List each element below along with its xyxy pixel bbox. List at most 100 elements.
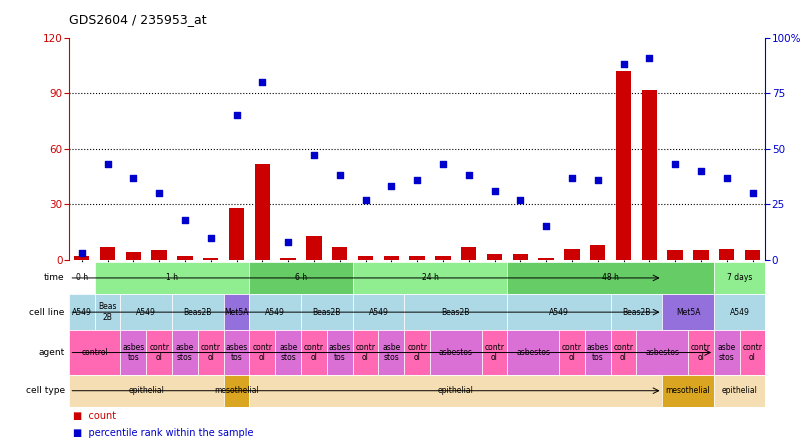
Bar [224, 330, 249, 375]
Text: Beas
2B: Beas 2B [98, 302, 117, 322]
Text: mesothelial: mesothelial [214, 386, 259, 395]
Bar [151, 250, 167, 260]
Bar [642, 90, 657, 260]
Bar [719, 249, 735, 260]
Bar [688, 330, 714, 375]
Text: epithelial: epithelial [438, 386, 474, 395]
Bar [121, 294, 172, 330]
Text: mesothelial: mesothelial [666, 386, 710, 395]
Text: asbe
stos: asbe stos [382, 343, 400, 362]
Point [669, 161, 682, 168]
Text: 1 h: 1 h [166, 274, 178, 282]
Text: contr
ol: contr ol [743, 343, 762, 362]
Point [539, 223, 552, 230]
Bar [745, 250, 761, 260]
Text: asbestos: asbestos [439, 348, 473, 357]
Point [256, 79, 269, 86]
Bar [667, 250, 683, 260]
Text: contr
ol: contr ol [201, 343, 221, 362]
Bar [332, 247, 347, 260]
Bar [507, 330, 559, 375]
Bar [352, 330, 378, 375]
Bar [663, 375, 714, 407]
Bar [352, 294, 404, 330]
Bar [147, 330, 172, 375]
Text: Beas2B: Beas2B [184, 308, 212, 317]
Point [463, 172, 475, 179]
Bar [126, 252, 141, 260]
Point [514, 196, 526, 203]
Text: asbe
stos: asbe stos [176, 343, 194, 362]
Bar [249, 294, 301, 330]
Text: Beas2B: Beas2B [622, 308, 650, 317]
Point [411, 176, 424, 183]
Bar [306, 236, 322, 260]
Text: contr
ol: contr ol [407, 343, 427, 362]
Text: asbes
tos: asbes tos [122, 343, 144, 362]
Point [152, 190, 165, 197]
Text: 24 h: 24 h [422, 274, 438, 282]
Text: 6 h: 6 h [295, 274, 307, 282]
Bar [249, 330, 275, 375]
Bar [358, 256, 373, 260]
Bar [249, 262, 352, 294]
Bar [616, 71, 631, 260]
Bar [280, 258, 296, 260]
Point [333, 172, 346, 179]
Point [230, 112, 243, 119]
Text: contr
ol: contr ol [691, 343, 711, 362]
Point [591, 176, 604, 183]
Bar [507, 262, 714, 294]
Bar [177, 256, 193, 260]
Text: contr
ol: contr ol [253, 343, 272, 362]
Text: agent: agent [39, 348, 65, 357]
Point [359, 196, 372, 203]
Bar [301, 294, 352, 330]
Text: contr
ol: contr ol [304, 343, 324, 362]
Bar [714, 262, 765, 294]
Text: 0 h: 0 h [75, 274, 87, 282]
Bar [378, 330, 404, 375]
Bar [95, 294, 121, 330]
Bar [409, 256, 425, 260]
Text: 48 h: 48 h [602, 274, 619, 282]
Bar [507, 294, 611, 330]
Text: asbe
stos: asbe stos [279, 343, 297, 362]
Point [437, 161, 450, 168]
Text: Beas2B: Beas2B [441, 308, 470, 317]
Text: cell line: cell line [29, 308, 65, 317]
Bar [198, 330, 224, 375]
Text: A549: A549 [136, 308, 156, 317]
Bar [224, 375, 249, 407]
Bar [172, 330, 198, 375]
Bar [69, 294, 95, 330]
Bar [482, 330, 507, 375]
Text: ■  count: ■ count [73, 411, 116, 421]
Bar [435, 256, 450, 260]
Point [643, 54, 656, 61]
Point [488, 187, 501, 194]
Bar [590, 245, 606, 260]
Text: contr
ol: contr ol [613, 343, 633, 362]
Bar [172, 294, 224, 330]
Bar [254, 163, 270, 260]
Bar [74, 256, 89, 260]
Text: epithelial: epithelial [128, 386, 164, 395]
Bar [539, 258, 554, 260]
Bar [100, 247, 115, 260]
Bar [404, 294, 507, 330]
Text: contr
ol: contr ol [562, 343, 582, 362]
Text: control: control [81, 348, 108, 357]
Text: A549: A549 [72, 308, 92, 317]
Text: asbes
tos: asbes tos [225, 343, 248, 362]
Text: A549: A549 [266, 308, 285, 317]
Text: ■  percentile rank within the sample: ■ percentile rank within the sample [73, 428, 254, 438]
Bar [69, 330, 121, 375]
Point [565, 174, 578, 181]
Text: asbestos: asbestos [516, 348, 550, 357]
Bar [585, 330, 611, 375]
Bar [430, 330, 482, 375]
Text: A549: A549 [369, 308, 388, 317]
Point [204, 234, 217, 241]
Text: GDS2604 / 235953_at: GDS2604 / 235953_at [69, 13, 207, 26]
